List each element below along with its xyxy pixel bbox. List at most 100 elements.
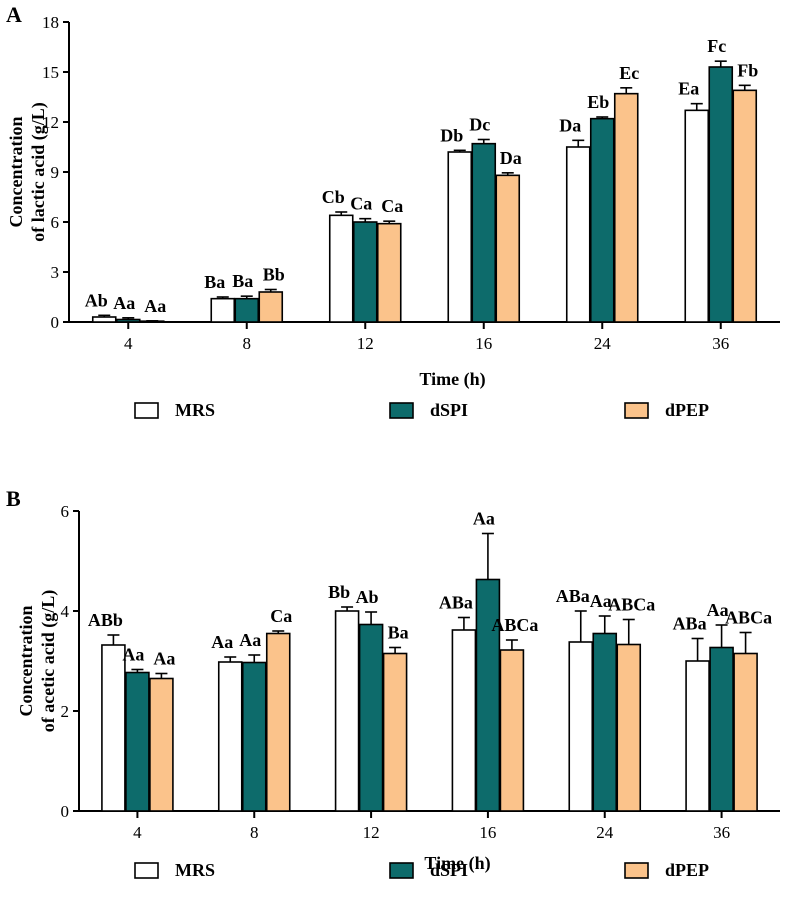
y-tick-label: 0	[61, 802, 70, 821]
bar	[451, 629, 477, 812]
significance-label: Ba	[388, 623, 409, 643]
legend-item-dPEP: dPEP	[624, 860, 709, 880]
legend: MRS dSPI dPEP	[134, 400, 709, 420]
bar	[149, 677, 174, 812]
x-tick-label: 36	[712, 334, 729, 353]
bar	[115, 318, 141, 323]
significance-label: ABCa	[725, 608, 772, 628]
significance-label: Bb	[328, 582, 350, 602]
significance-label: Ea	[678, 79, 699, 99]
y-tick-label: 12	[42, 113, 59, 132]
bar	[234, 297, 260, 323]
y-axis-title: Concentration of lactic acid (g/L)	[6, 102, 49, 241]
x-tick-label: 4	[133, 823, 142, 842]
legend-swatch	[389, 402, 414, 419]
bar	[447, 151, 473, 323]
significance-label: Aa	[144, 296, 166, 316]
bar	[358, 623, 384, 812]
legend: MRS dSPI dPEP	[134, 860, 709, 880]
bar	[125, 671, 150, 812]
significance-label: ABb	[88, 610, 123, 630]
y-tick-label: 9	[51, 163, 60, 182]
bar	[685, 660, 710, 812]
legend-swatch	[134, 862, 159, 879]
series-dPEP: Aa Bb Ca Da Ec Fb	[139, 60, 758, 323]
significance-label: ABa	[439, 593, 473, 613]
bar	[376, 222, 402, 323]
significance-label: Aa	[590, 591, 612, 611]
x-tick-label: 8	[250, 823, 259, 842]
significance-label: Db	[440, 125, 463, 145]
y-axis-title-line2: of lactic acid (g/L)	[28, 102, 49, 241]
bar	[709, 646, 734, 812]
y-axis-title-line1: Concentration	[6, 117, 26, 228]
bar	[258, 291, 284, 323]
legend-label: dPEP	[665, 860, 709, 880]
x-tick-label: 24	[596, 823, 614, 842]
significance-label: Eb	[587, 92, 609, 112]
legend-item-dPEP: dPEP	[624, 400, 709, 420]
significance-label: Fc	[707, 36, 726, 56]
bar	[210, 297, 236, 323]
y-tick-label: 6	[51, 213, 60, 232]
bar	[352, 221, 378, 323]
significance-label: Ca	[270, 606, 292, 626]
bar	[708, 66, 734, 323]
series-dSPI: Aa Aa Ab Aa Aa Aa	[122, 509, 734, 812]
y-axis-title-line1: Concentration	[16, 606, 36, 717]
y-axis-title: Concentration of acetic acid (g/L)	[16, 590, 59, 732]
legend-swatch	[134, 402, 159, 419]
x-tick-label: 16	[475, 334, 492, 353]
series-MRS: Ab Ba Cb Db Da Ea	[85, 79, 710, 323]
legend-item-MRS: MRS	[134, 400, 215, 420]
bar	[328, 214, 354, 323]
x-tick-label: 36	[713, 823, 730, 842]
series-dPEP: Aa Ca Ba ABCa ABCa ABCa	[149, 595, 772, 812]
significance-label: Da	[500, 148, 522, 168]
legend-item-dSPI: dSPI	[389, 860, 468, 880]
x-axis-title: Time (h)	[424, 853, 490, 874]
significance-label: Ec	[619, 63, 639, 83]
legend-swatch	[389, 862, 414, 879]
significance-label: Aa	[707, 600, 729, 620]
legend-label: dSPI	[430, 400, 468, 420]
bar	[565, 146, 591, 323]
bar	[568, 641, 594, 812]
significance-label: Da	[559, 115, 581, 135]
significance-label: Aa	[239, 630, 261, 650]
x-tick-label: 4	[124, 334, 133, 353]
bar	[684, 109, 710, 323]
legend-label: MRS	[175, 400, 215, 420]
bar	[732, 89, 758, 323]
significance-label: Ba	[204, 272, 225, 292]
legend-label: dPEP	[665, 400, 709, 420]
x-tick-label: 24	[594, 334, 612, 353]
bar	[241, 661, 267, 812]
series-MRS: ABb Aa Bb ABa ABa ABa	[88, 582, 710, 812]
significance-label: ABCa	[491, 615, 538, 635]
bar	[589, 117, 615, 323]
significance-label: Aa	[211, 632, 233, 652]
y-tick-label: 2	[61, 702, 70, 721]
significance-label: ABCa	[608, 595, 655, 615]
legend-swatch	[624, 862, 649, 879]
legend-swatch	[624, 402, 649, 419]
panel-label: B	[6, 486, 21, 511]
legend-label: dSPI	[430, 860, 468, 880]
significance-label: ABa	[556, 586, 590, 606]
significance-label: Cb	[322, 187, 345, 207]
y-axis-title-line2: of acetic acid (g/L)	[38, 590, 59, 732]
x-axis-title: Time (h)	[419, 369, 485, 390]
significance-label: Bb	[263, 265, 285, 285]
bar	[499, 649, 525, 812]
panel-label: A	[6, 2, 22, 27]
y-tick-label: 4	[61, 602, 70, 621]
significance-label: Ca	[381, 196, 403, 216]
significance-label: Ca	[350, 194, 372, 214]
y-tick-label: 6	[61, 502, 70, 521]
bar	[382, 652, 408, 812]
x-tick-label: 12	[357, 334, 374, 353]
significance-label: Ab	[85, 290, 108, 310]
